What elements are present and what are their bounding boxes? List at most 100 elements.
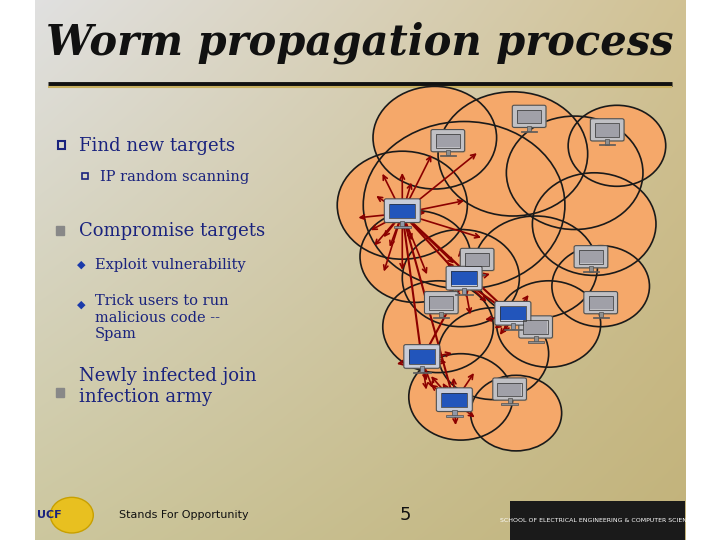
- Bar: [465, 253, 489, 266]
- Bar: [498, 383, 521, 396]
- Circle shape: [364, 122, 565, 289]
- Bar: [598, 312, 603, 318]
- Bar: [475, 268, 479, 274]
- Bar: [390, 204, 415, 218]
- Bar: [469, 274, 485, 275]
- Bar: [58, 141, 65, 149]
- Bar: [523, 321, 547, 334]
- Bar: [462, 288, 467, 294]
- Circle shape: [552, 246, 649, 327]
- FancyBboxPatch shape: [438, 388, 473, 413]
- FancyBboxPatch shape: [405, 345, 441, 369]
- Circle shape: [438, 308, 549, 400]
- FancyBboxPatch shape: [404, 345, 440, 368]
- Text: Exploit vulnerability: Exploit vulnerability: [95, 258, 246, 272]
- Circle shape: [373, 86, 497, 189]
- Bar: [599, 144, 616, 145]
- FancyBboxPatch shape: [575, 246, 609, 269]
- FancyBboxPatch shape: [519, 316, 552, 338]
- Bar: [595, 124, 619, 137]
- FancyBboxPatch shape: [431, 130, 464, 152]
- FancyBboxPatch shape: [446, 266, 482, 290]
- Bar: [589, 296, 613, 309]
- Circle shape: [474, 216, 598, 319]
- Text: Trick users to run
malicious code --
Spam: Trick users to run malicious code -- Spa…: [95, 294, 229, 341]
- FancyBboxPatch shape: [574, 246, 608, 268]
- Bar: [502, 403, 518, 404]
- Bar: [429, 296, 454, 309]
- Circle shape: [568, 105, 666, 186]
- Bar: [510, 501, 685, 540]
- Bar: [589, 266, 593, 272]
- Bar: [409, 349, 435, 364]
- Bar: [510, 323, 515, 329]
- Bar: [528, 341, 544, 342]
- Circle shape: [409, 354, 513, 440]
- FancyBboxPatch shape: [495, 301, 531, 325]
- Circle shape: [438, 92, 588, 216]
- Text: UCF: UCF: [37, 510, 62, 520]
- FancyBboxPatch shape: [590, 119, 624, 141]
- Circle shape: [471, 375, 562, 451]
- FancyBboxPatch shape: [432, 130, 466, 153]
- Bar: [413, 372, 431, 373]
- FancyBboxPatch shape: [425, 292, 458, 314]
- Text: Newly infected join
infection army: Newly infected join infection army: [79, 367, 256, 406]
- FancyBboxPatch shape: [591, 119, 625, 142]
- Bar: [582, 271, 599, 272]
- Text: Compromise targets: Compromise targets: [79, 221, 265, 240]
- Circle shape: [337, 151, 467, 259]
- Text: ◆: ◆: [77, 260, 86, 269]
- Bar: [409, 350, 435, 363]
- Bar: [521, 131, 537, 132]
- Bar: [451, 271, 477, 286]
- Bar: [517, 110, 541, 123]
- Text: ◆: ◆: [77, 300, 86, 310]
- FancyBboxPatch shape: [447, 267, 483, 291]
- FancyBboxPatch shape: [585, 292, 618, 315]
- Bar: [441, 393, 467, 407]
- FancyBboxPatch shape: [513, 105, 546, 127]
- Bar: [390, 204, 415, 218]
- Bar: [606, 139, 609, 145]
- Bar: [595, 123, 619, 137]
- Circle shape: [50, 497, 94, 533]
- Bar: [439, 312, 444, 318]
- Bar: [451, 272, 477, 285]
- Circle shape: [497, 281, 600, 367]
- Bar: [455, 294, 473, 295]
- Bar: [517, 110, 541, 123]
- Bar: [82, 173, 89, 179]
- Circle shape: [383, 281, 493, 373]
- FancyBboxPatch shape: [385, 199, 421, 224]
- Bar: [436, 134, 460, 147]
- Text: Worm propagation process: Worm propagation process: [46, 22, 674, 64]
- Bar: [420, 366, 424, 373]
- Bar: [433, 317, 449, 318]
- Bar: [446, 150, 450, 156]
- Bar: [593, 317, 609, 318]
- Bar: [394, 226, 411, 227]
- Circle shape: [532, 173, 656, 275]
- Bar: [429, 296, 453, 309]
- Bar: [56, 388, 64, 397]
- Bar: [508, 398, 512, 404]
- FancyBboxPatch shape: [584, 292, 618, 314]
- Bar: [441, 393, 467, 407]
- Circle shape: [402, 230, 519, 327]
- Bar: [452, 409, 456, 416]
- Circle shape: [506, 116, 643, 230]
- Bar: [504, 329, 521, 330]
- FancyBboxPatch shape: [384, 199, 420, 222]
- Bar: [440, 155, 456, 156]
- Bar: [400, 220, 405, 227]
- FancyBboxPatch shape: [496, 302, 532, 326]
- Bar: [579, 250, 603, 264]
- Bar: [523, 320, 548, 334]
- FancyBboxPatch shape: [460, 248, 494, 271]
- FancyBboxPatch shape: [494, 379, 528, 401]
- Bar: [500, 307, 526, 320]
- Text: Stands For Opportunity: Stands For Opportunity: [120, 510, 249, 520]
- Text: Find new targets: Find new targets: [79, 137, 235, 155]
- Text: IP random scanning: IP random scanning: [100, 170, 249, 184]
